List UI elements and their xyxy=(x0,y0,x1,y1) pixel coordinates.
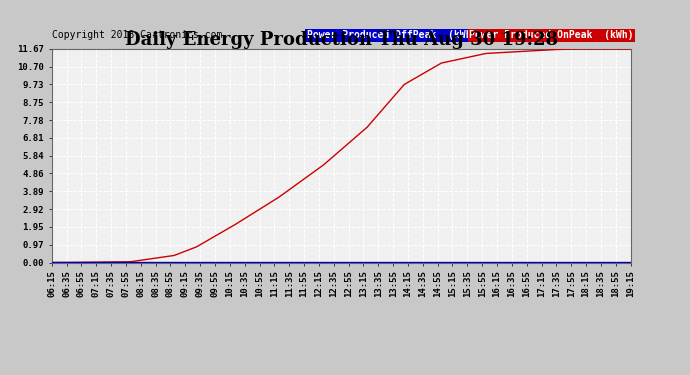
Text: Copyright 2018 Cartronics.com: Copyright 2018 Cartronics.com xyxy=(52,30,222,40)
Text: Power Produced OnPeak  (kWh): Power Produced OnPeak (kWh) xyxy=(469,30,633,40)
Title: Daily Energy Production Thu Aug 30 19:28: Daily Energy Production Thu Aug 30 19:28 xyxy=(125,31,558,49)
Text: Power Produced OffPeak  (kWh): Power Produced OffPeak (kWh) xyxy=(307,30,477,40)
